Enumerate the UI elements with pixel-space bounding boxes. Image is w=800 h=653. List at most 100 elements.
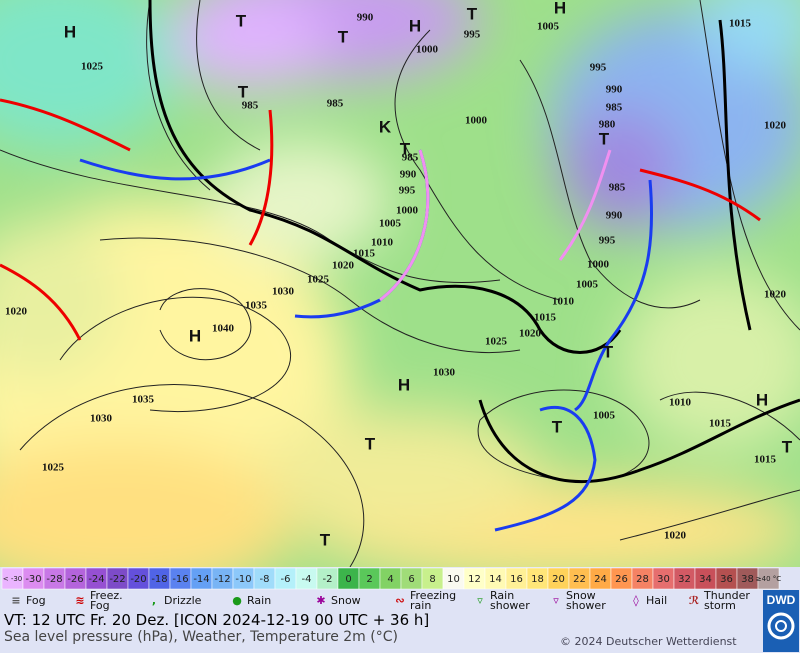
legend-label: Freez. Fog [90, 589, 123, 612]
pressure-label: 1000 [416, 44, 439, 56]
legend-label: Snow [331, 594, 361, 607]
scale-label: 16 [510, 574, 523, 585]
pressure-center: T [365, 434, 376, 453]
pressure-label: 1020 [519, 328, 542, 340]
pressure-label: 1015 [353, 248, 376, 260]
legend-label: Drizzle [164, 594, 202, 607]
scale-label: 4 [387, 574, 393, 585]
legend-item: ≡ Fog [8, 590, 74, 612]
pressure-label: 980 [599, 119, 616, 131]
map: 990 995 1005 1015 1000 985 985 995 990 985 980 1000… [0, 0, 800, 567]
pressure-label: 1020 [5, 306, 28, 318]
pressure-label: 990 [606, 210, 623, 222]
pressure-label: 985 [242, 100, 259, 112]
scale-label: -6 [281, 574, 291, 585]
scale-label: -16 [172, 574, 188, 585]
scale-label: ≥40 °C [756, 575, 781, 583]
scale-label: 14 [489, 574, 502, 585]
pressure-center: T [467, 4, 478, 23]
scale-label: 2 [366, 574, 372, 585]
map-labels: 990 995 1005 1015 1000 985 985 995 990 985 980 1000… [5, 0, 793, 549]
legend-item: ◊ Hail [628, 590, 694, 612]
pressure-label: 1025 [307, 274, 330, 286]
scale-label: -24 [88, 574, 104, 585]
legend-item: ≋ Freez. Fog [72, 590, 138, 612]
legend-item: ∾ Freezing rain [395, 589, 457, 612]
pressure-center: T [338, 27, 349, 46]
logo: DWD [763, 590, 799, 652]
pressure-center: H [756, 390, 768, 409]
scale-label: 30 [657, 574, 670, 585]
scale-label: 38 [741, 574, 754, 585]
pressure-label: 1030 [433, 367, 456, 379]
legend-label: Rain shower [490, 589, 530, 612]
pressure-label: 1040 [212, 323, 235, 335]
legend-label: Freezing rain [410, 589, 457, 612]
pressure-label: 1025 [81, 61, 104, 73]
scale-label: -12 [214, 574, 230, 585]
pressure-label: 1035 [245, 300, 268, 312]
pressure-label: 1020 [664, 530, 687, 542]
main-isobars [148, 0, 800, 484]
pressure-label: 1015 [729, 18, 752, 30]
scale-label: 8 [429, 574, 435, 585]
pressure-label: 1025 [485, 336, 508, 348]
pressure-center: T [782, 437, 793, 456]
pressure-label: 995 [599, 235, 616, 247]
scale-box [757, 567, 780, 590]
pressure-center: H [398, 375, 410, 394]
fronts [0, 98, 761, 532]
pressure-label: 1015 [709, 418, 732, 430]
scale-label: 34 [699, 574, 712, 585]
pressure-center: H [554, 0, 566, 17]
pressure-center: T [236, 11, 247, 30]
pressure-label: 1015 [754, 454, 777, 466]
legend-item: ℛ Thunder storm [686, 590, 752, 612]
pressure-label: 990 [400, 169, 417, 181]
pressure-label: 1005 [379, 218, 402, 230]
scale-label: -30 [25, 574, 41, 585]
legend-label: Thunder storm [704, 589, 750, 612]
scale-label: -22 [109, 574, 125, 585]
scale-label: -2 [323, 574, 333, 585]
scale-label: 36 [720, 574, 733, 585]
pressure-label: 1035 [132, 394, 155, 406]
isobars [0, 0, 800, 567]
legend-label: Rain [247, 594, 272, 607]
pressure-center: H [189, 326, 201, 345]
scale-label: 26 [615, 574, 628, 585]
pressure-label: 985 [609, 182, 626, 194]
scale-label: -4 [302, 574, 312, 585]
scale-label: 6 [408, 574, 414, 585]
legend-label: Snow shower [566, 589, 606, 612]
pressure-label: 1010 [669, 397, 692, 409]
scale-label: 20 [552, 574, 565, 585]
pressure-center: T [400, 139, 411, 158]
logo-swirl [767, 612, 795, 640]
pressure-label: 1005 [576, 279, 599, 291]
copyright: © 2024 Deutscher Wetterdienst [560, 635, 737, 648]
legend-item: ▿ Rain shower [472, 590, 538, 612]
scale-label: 18 [531, 574, 544, 585]
scale-label: -26 [67, 574, 83, 585]
scale-label: < -30 [3, 575, 23, 583]
pressure-label: 1020 [332, 260, 355, 272]
pressure-label: 1000 [396, 205, 419, 217]
pressure-label: 1015 [534, 312, 557, 324]
scale-label: 32 [678, 574, 691, 585]
scale-label: 22 [573, 574, 586, 585]
pressure-label: 1005 [537, 21, 560, 33]
pressure-label: 985 [606, 102, 623, 114]
pressure-label: 1010 [552, 296, 575, 308]
pressure-center: K [379, 117, 392, 136]
pressure-label: 990 [606, 84, 623, 96]
scale-label: -8 [260, 574, 270, 585]
pressure-label: 985 [327, 98, 344, 110]
pressure-label: 1010 [371, 237, 394, 249]
pressure-label: 1030 [90, 413, 113, 425]
scale-label: -18 [151, 574, 167, 585]
pressure-label: 1000 [465, 115, 488, 127]
pressure-label: 1020 [764, 289, 787, 301]
scale-label: 12 [468, 574, 481, 585]
pressure-label: 1020 [764, 120, 787, 132]
